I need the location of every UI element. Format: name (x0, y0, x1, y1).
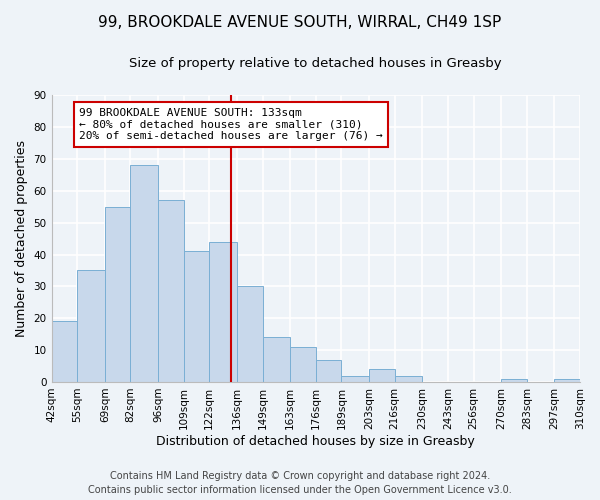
Text: 99 BROOKDALE AVENUE SOUTH: 133sqm
← 80% of detached houses are smaller (310)
20%: 99 BROOKDALE AVENUE SOUTH: 133sqm ← 80% … (79, 108, 383, 141)
Text: 99, BROOKDALE AVENUE SOUTH, WIRRAL, CH49 1SP: 99, BROOKDALE AVENUE SOUTH, WIRRAL, CH49… (98, 15, 502, 30)
Bar (209, 242, 237, 382)
Bar (130, 166, 158, 382)
Title: Size of property relative to detached houses in Greasby: Size of property relative to detached ho… (130, 58, 502, 70)
Bar (52, 322, 77, 382)
Bar (501, 379, 527, 382)
Bar (105, 207, 130, 382)
Bar (316, 360, 341, 382)
Bar (237, 286, 263, 382)
Bar (395, 376, 422, 382)
Bar (341, 376, 369, 382)
X-axis label: Distribution of detached houses by size in Greasby: Distribution of detached houses by size … (157, 434, 475, 448)
Bar (263, 338, 290, 382)
Bar (184, 252, 209, 382)
Text: Contains HM Land Registry data © Crown copyright and database right 2024.
Contai: Contains HM Land Registry data © Crown c… (88, 471, 512, 495)
Bar (554, 379, 580, 382)
Bar (290, 347, 316, 382)
Y-axis label: Number of detached properties: Number of detached properties (15, 140, 28, 337)
Bar (369, 369, 395, 382)
Bar (158, 200, 184, 382)
Bar (77, 270, 105, 382)
